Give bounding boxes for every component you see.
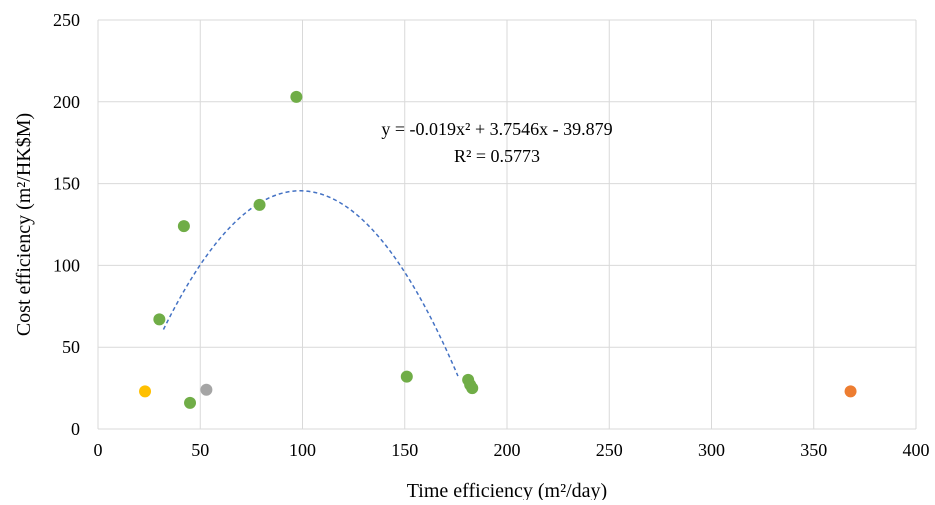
x-tick-label: 150 bbox=[391, 440, 418, 460]
y-tick-label: 150 bbox=[53, 174, 80, 194]
x-tick-label: 50 bbox=[191, 440, 209, 460]
data-point bbox=[139, 385, 152, 398]
y-tick-label: 200 bbox=[53, 92, 80, 112]
data-points bbox=[139, 90, 857, 409]
trendline-curve bbox=[162, 190, 459, 377]
data-point bbox=[177, 220, 190, 233]
grid-lines bbox=[97, 19, 917, 430]
x-axis-title: Time efficiency (m²/day) bbox=[407, 480, 607, 500]
y-tick-label: 100 bbox=[53, 255, 80, 275]
data-point bbox=[153, 313, 166, 326]
trendline-r2: R² = 0.5773 bbox=[454, 146, 540, 166]
trendline-group bbox=[162, 190, 459, 377]
data-point bbox=[290, 90, 303, 103]
x-tick-label: 250 bbox=[596, 440, 623, 460]
y-tick-label: 50 bbox=[62, 337, 80, 357]
y-tick-label: 250 bbox=[53, 10, 80, 30]
data-point bbox=[400, 370, 413, 383]
trendline-equation: y = -0.019x² + 3.7546x - 39.879 bbox=[381, 119, 612, 139]
x-tick-label: 400 bbox=[903, 440, 930, 460]
annotation-labels: y = -0.019x² + 3.7546x - 39.879 R² = 0.5… bbox=[13, 113, 613, 502]
x-tick-label: 0 bbox=[94, 440, 103, 460]
data-point bbox=[466, 382, 479, 395]
data-point bbox=[200, 383, 213, 396]
data-point bbox=[253, 198, 266, 211]
y-tick-label: 0 bbox=[71, 419, 80, 439]
tick-labels: 0 50 100 150 200 250 300 350 400 0 50 100 150 200 250 bbox=[53, 10, 930, 460]
y-axis-title: Cost efficiency (m²/HK$M) bbox=[13, 113, 35, 336]
data-point bbox=[844, 385, 857, 398]
x-tick-label: 200 bbox=[494, 440, 521, 460]
x-tick-label: 300 bbox=[698, 440, 725, 460]
data-point bbox=[184, 396, 197, 409]
x-tick-label: 100 bbox=[289, 440, 316, 460]
x-tick-label: 350 bbox=[800, 440, 827, 460]
